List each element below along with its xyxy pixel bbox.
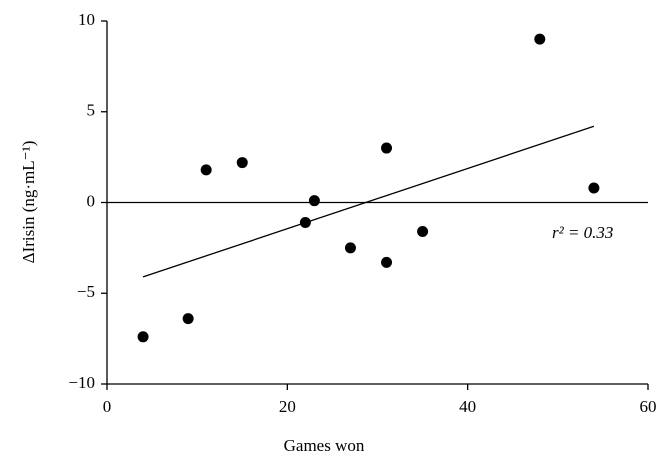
- y-tick-label: 5: [87, 101, 96, 120]
- point: [236, 157, 248, 169]
- point: [200, 164, 212, 176]
- x-tick-label: 60: [640, 397, 657, 416]
- point: [308, 195, 320, 207]
- point: [381, 256, 393, 268]
- y-tick-label: 0: [87, 191, 96, 210]
- y-tick-label: −10: [68, 373, 95, 392]
- point: [299, 216, 311, 228]
- y-tick-label: −5: [77, 282, 95, 301]
- point: [381, 142, 393, 154]
- point: [417, 226, 429, 238]
- annotation: r² = 0.33: [552, 223, 613, 242]
- trend-line: [142, 125, 595, 278]
- point: [588, 182, 600, 194]
- y-axis-label: ΔIrisin (ng·mL⁻¹): [19, 141, 38, 264]
- point: [344, 242, 356, 254]
- point: [534, 33, 546, 45]
- x-axis-label: Games won: [284, 436, 365, 455]
- point: [137, 331, 149, 343]
- y-tick-label: 10: [78, 10, 95, 29]
- point: [182, 313, 194, 325]
- x-tick-label: 0: [103, 397, 112, 416]
- x-tick-label: 40: [459, 397, 476, 416]
- x-tick-label: 20: [279, 397, 296, 416]
